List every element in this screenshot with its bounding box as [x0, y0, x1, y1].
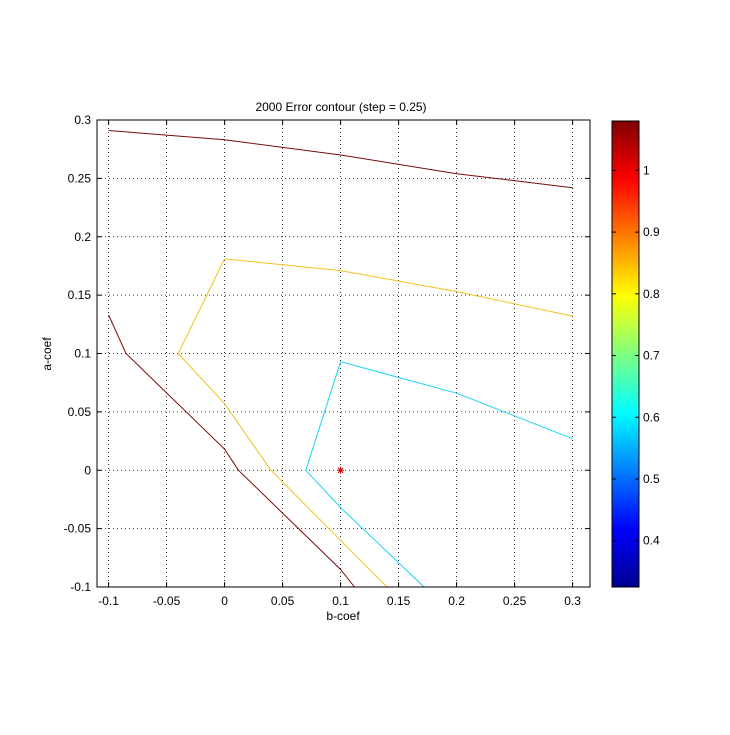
colorbar-frame	[611, 120, 640, 588]
x-tick-label: 0	[221, 594, 228, 608]
chart-title: 2000 Error contour (step = 0.25)	[255, 100, 426, 114]
y-tick-label: 0.15	[68, 288, 92, 302]
colorbar-tick-label: 0.6	[643, 410, 660, 424]
colorbar-tick-label: 1	[643, 163, 650, 177]
contour-line-0-81	[177, 258, 388, 588]
contour-line-1-06	[108, 130, 573, 189]
y-tick-label: 0	[84, 463, 91, 477]
x-axis-label: b-coef	[326, 609, 360, 623]
colorbar: 0.4 0.5 0.6 0.7 0.8 0.9 1	[611, 120, 660, 588]
y-axis-ticks: -0.1 -0.05 0 0.05 0.1 0.15 0.2 0.25 0.3	[64, 113, 590, 594]
contour-line-1-06	[108, 314, 355, 588]
y-tick-label: -0.1	[70, 580, 91, 594]
contour-line-0-56	[305, 361, 425, 588]
x-tick-label: 0.1	[332, 594, 349, 608]
colorbar-gradient	[612, 121, 639, 587]
colorbar-ticks: 0.4 0.5 0.6 0.7 0.8 0.9 1	[612, 163, 660, 548]
x-tick-label: 0.3	[564, 594, 581, 608]
x-tick-label: 0.15	[387, 594, 411, 608]
plot-background	[97, 120, 590, 587]
x-tick-label: -0.1	[98, 594, 119, 608]
marker-stroke	[337, 467, 344, 474]
x-tick-label: 0.05	[271, 594, 295, 608]
y-tick-label: 0.05	[68, 405, 92, 419]
x-tick-label: 0.2	[448, 594, 465, 608]
optimum-marker	[337, 466, 345, 474]
y-tick-label: 0.2	[74, 230, 91, 244]
y-axis-label: a-coef	[40, 337, 54, 371]
y-tick-label: 0.1	[74, 347, 91, 361]
y-tick-label: 0.25	[68, 171, 92, 185]
contour-line-0-81	[224, 258, 573, 317]
colorbar-tick-label: 0.4	[643, 534, 660, 548]
contour-lines	[108, 130, 573, 588]
x-tick-label: -0.05	[153, 594, 181, 608]
colorbar-tick-label: 0.9	[643, 225, 660, 239]
y-tick-label: 0.3	[74, 113, 91, 127]
plot-area: -0.1 -0.05 0 0.05 0.1 0.15 0.2 0.25 0.3 -0.1 -0.0…	[64, 113, 591, 608]
colorbar-tick-label: 0.7	[643, 349, 660, 363]
colorbar-tick-label: 0.8	[643, 287, 660, 301]
contour-line-0-56	[340, 361, 573, 440]
y-tick-label: -0.05	[64, 522, 92, 536]
colorbar-tick-label: 0.5	[643, 472, 660, 486]
x-axis-ticks: -0.1 -0.05 0 0.05 0.1 0.15 0.2 0.25 0.3	[98, 120, 581, 608]
x-tick-label: 0.25	[503, 594, 527, 608]
